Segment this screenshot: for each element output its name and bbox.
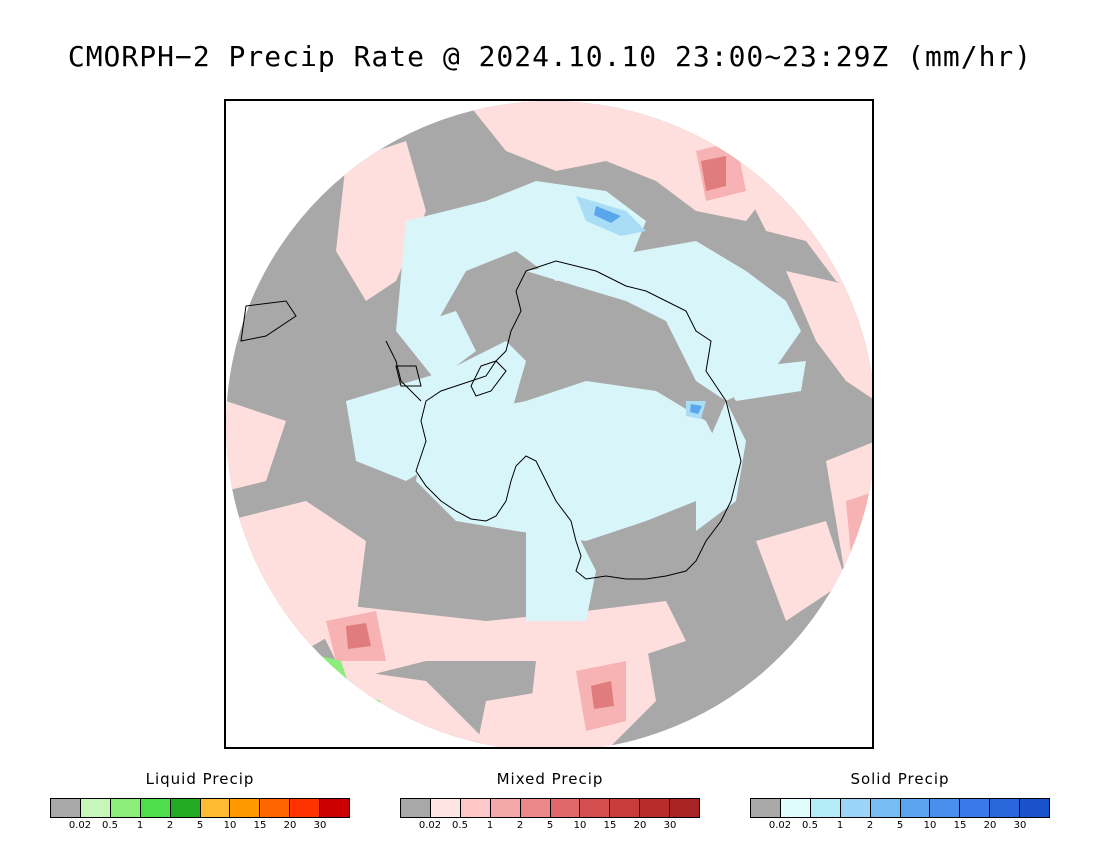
- legend-tick-label: 0.5: [802, 820, 818, 831]
- legend-solid-precip: Solid Precip 0.02 0.5 1 2 5 10 15 20 30: [750, 770, 1050, 834]
- legend-tick-label: 30: [663, 820, 677, 831]
- legend-swatch: [320, 799, 350, 817]
- legend-tick-label: 1: [136, 820, 144, 831]
- legend-tick-label: 15: [603, 820, 617, 831]
- legend-swatch: [401, 799, 431, 817]
- legend-swatch: [260, 799, 291, 817]
- legend-colorbar: [50, 798, 350, 818]
- legend-swatch: [670, 799, 700, 817]
- legend-tick-label: 2: [516, 820, 524, 831]
- legend-title: Mixed Precip: [496, 770, 604, 788]
- legend-swatch: [640, 799, 671, 817]
- legend-swatch: [110, 799, 141, 817]
- legend-tick-label: 1: [486, 820, 494, 831]
- legend-swatch: [140, 799, 171, 817]
- legend-swatch: [80, 799, 111, 817]
- legend-swatch: [580, 799, 611, 817]
- legend-tick-label: 30: [313, 820, 327, 831]
- precip-field: [226, 101, 872, 747]
- legend-tick-label: 0.02: [68, 820, 92, 831]
- legend-ticks: 0.02 0.5 1 2 5 10 15 20 30: [750, 820, 1050, 834]
- mixed-precip-heavy: [346, 156, 726, 709]
- legend-tick-label: 0.02: [418, 820, 442, 831]
- legend-swatch: [990, 799, 1021, 817]
- legend-tick-label: 2: [866, 820, 874, 831]
- legend-swatch: [610, 799, 641, 817]
- legend-swatch: [930, 799, 961, 817]
- legend-swatch: [900, 799, 931, 817]
- legend-tick-label: 20: [633, 820, 647, 831]
- legend-tick-label: 5: [896, 820, 904, 831]
- legend-tick-label: 20: [983, 820, 997, 831]
- legend-swatch: [430, 799, 461, 817]
- legend-tick-label: 10: [923, 820, 937, 831]
- legend-swatch: [550, 799, 581, 817]
- legend-colorbar: [400, 798, 700, 818]
- legend-tick-label: 0.5: [452, 820, 468, 831]
- legend-swatch: [170, 799, 201, 817]
- antarctica-coastline: [240, 260, 742, 580]
- legend-swatch: [960, 799, 991, 817]
- legend-mixed-precip: Mixed Precip 0.02 0.5 1 2 5 10 15 20 30: [400, 770, 700, 834]
- map-title: CMORPH−2 Precip Rate @ 2024.10.10 23:00~…: [67, 40, 1033, 73]
- legend-swatch: [1020, 799, 1050, 817]
- legend-tick-label: 15: [953, 820, 967, 831]
- legend-tick-label: 10: [573, 820, 587, 831]
- legend-ticks: 0.02 0.5 1 2 5 10 15 20 30: [50, 820, 350, 834]
- legend-swatch: [520, 799, 551, 817]
- legend-swatch: [751, 799, 781, 817]
- legend-tick-label: 10: [223, 820, 237, 831]
- legend-liquid-precip: Liquid Precip 0.02 0.5 1 2 5 10 15 20 30: [50, 770, 350, 834]
- precip-map: [224, 99, 874, 749]
- legend-title: Liquid Precip: [145, 770, 255, 788]
- legend-swatch: [290, 799, 321, 817]
- legend-swatch: [230, 799, 261, 817]
- legend-swatch: [51, 799, 81, 817]
- legend-tick-label: 5: [546, 820, 554, 831]
- legend-swatch: [200, 799, 231, 817]
- solid-precip-regions: [346, 181, 806, 621]
- legend-tick-label: 20: [283, 820, 297, 831]
- legend-swatch: [780, 799, 811, 817]
- legend-tick-label: 0.5: [102, 820, 118, 831]
- legend-tick-label: 15: [253, 820, 267, 831]
- legend-swatch: [460, 799, 491, 817]
- legend-tick-label: 0.02: [768, 820, 792, 831]
- legend-tick-label: 5: [196, 820, 204, 831]
- legend-ticks: 0.02 0.5 1 2 5 10 15 20 30: [400, 820, 700, 834]
- solid-precip-heavy: [594, 206, 702, 414]
- legend-tick-label: 2: [166, 820, 174, 831]
- legend-colorbar: [750, 798, 1050, 818]
- legend-tick-label: 1: [836, 820, 844, 831]
- legend-tick-label: 30: [1013, 820, 1027, 831]
- legend-swatch: [810, 799, 841, 817]
- legend-swatch: [870, 799, 901, 817]
- legend-swatch: [840, 799, 871, 817]
- polar-map-canvas: [226, 101, 872, 747]
- legend-title: Solid Precip: [850, 770, 950, 788]
- legend-swatch: [490, 799, 521, 817]
